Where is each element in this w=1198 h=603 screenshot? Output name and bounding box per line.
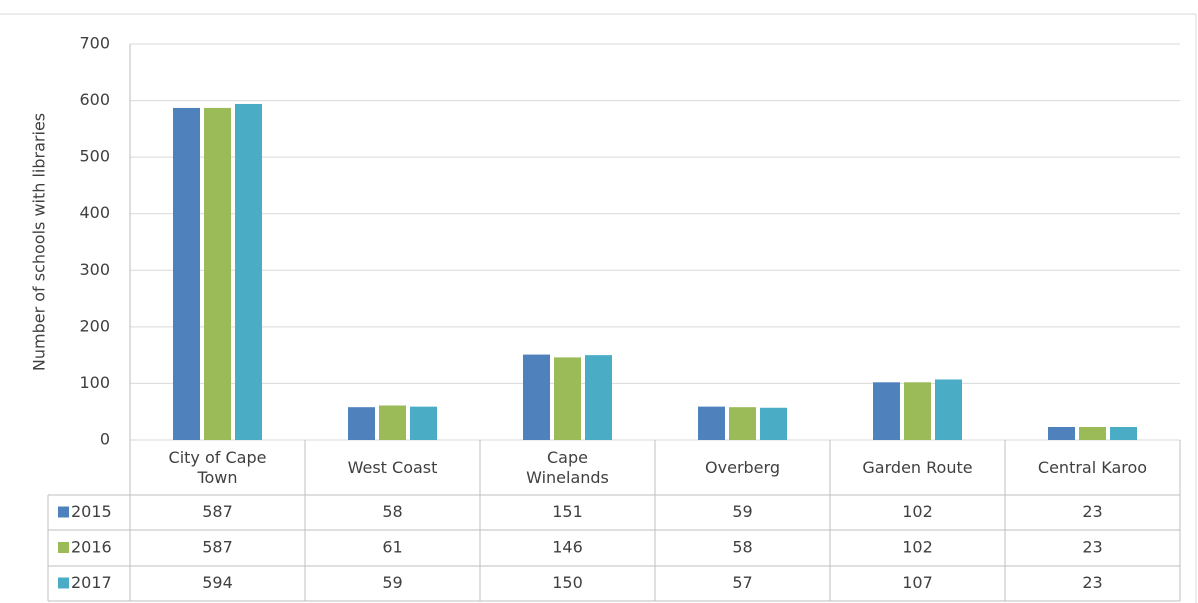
bar bbox=[1110, 426, 1137, 440]
legend-key bbox=[58, 542, 69, 553]
bar bbox=[760, 407, 787, 440]
bar bbox=[523, 354, 550, 440]
bar bbox=[1079, 426, 1106, 440]
table-value: 102 bbox=[902, 502, 933, 521]
table-value: 146 bbox=[552, 538, 583, 557]
table-value: 23 bbox=[1082, 538, 1102, 557]
legend-key bbox=[58, 577, 69, 589]
x-tick-label: Central Karoo bbox=[1037, 457, 1148, 477]
bar bbox=[410, 406, 437, 440]
bar bbox=[904, 382, 931, 440]
y-tick-label: 700 bbox=[79, 34, 110, 53]
bar bbox=[873, 382, 900, 440]
x-tick-label: Overberg bbox=[705, 457, 780, 477]
y-tick-label: 100 bbox=[79, 373, 110, 392]
bar bbox=[1048, 426, 1075, 440]
bar bbox=[554, 357, 581, 440]
x-tick-label: Garden Route bbox=[862, 457, 973, 477]
bar bbox=[348, 407, 375, 440]
y-tick-label: 200 bbox=[79, 316, 110, 335]
y-tick-label: 600 bbox=[79, 90, 110, 109]
table-value: 58 bbox=[732, 538, 752, 557]
table-value: 151 bbox=[552, 502, 583, 521]
legend-label: 2015 bbox=[71, 502, 112, 521]
bar bbox=[698, 406, 725, 440]
bar bbox=[585, 355, 612, 440]
table-value: 102 bbox=[902, 538, 933, 557]
legend-key bbox=[58, 506, 69, 518]
table-value: 587 bbox=[202, 538, 233, 557]
x-tick-label: West Coast bbox=[347, 457, 438, 477]
table-value: 107 bbox=[902, 573, 933, 592]
bar bbox=[729, 407, 756, 440]
bar bbox=[935, 379, 962, 440]
y-tick-label: 300 bbox=[79, 260, 110, 279]
y-tick-label: 500 bbox=[79, 147, 110, 166]
table-value: 23 bbox=[1082, 573, 1102, 592]
x-tick-label: Cape Winelands bbox=[526, 447, 609, 487]
table-value: 150 bbox=[552, 573, 583, 592]
table-value: 23 bbox=[1082, 502, 1102, 521]
table-value: 61 bbox=[382, 538, 402, 557]
table-value: 594 bbox=[202, 573, 233, 592]
table-value: 587 bbox=[202, 502, 233, 521]
table-value: 57 bbox=[732, 573, 752, 592]
x-tick-label: City of Cape Town bbox=[168, 447, 267, 487]
y-axis-title: Number of schools with libraries bbox=[30, 113, 49, 371]
bar bbox=[173, 107, 200, 440]
y-tick-label: 400 bbox=[79, 203, 110, 222]
table-value: 59 bbox=[732, 502, 752, 521]
table-value: 59 bbox=[382, 573, 402, 592]
bar bbox=[235, 103, 262, 441]
legend-label: 2016 bbox=[71, 538, 112, 557]
legend-label: 2017 bbox=[71, 573, 112, 592]
bar bbox=[204, 107, 231, 440]
bar bbox=[379, 405, 406, 440]
y-tick-label: 0 bbox=[100, 430, 110, 449]
table-value: 58 bbox=[382, 502, 402, 521]
